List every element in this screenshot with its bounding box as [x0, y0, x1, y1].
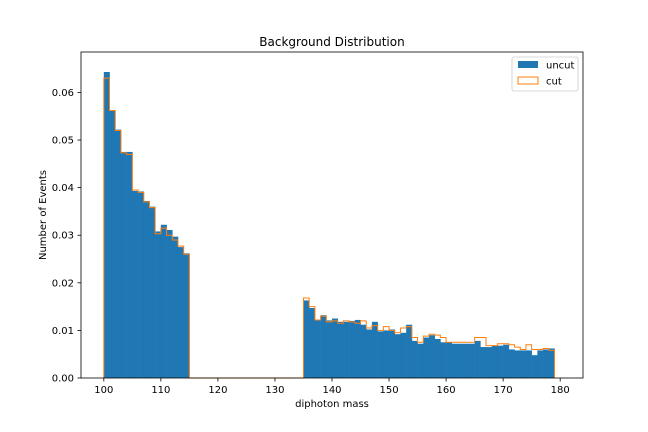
uncut-bar	[115, 129, 122, 378]
uncut-bar	[451, 343, 458, 378]
y-tick-label: 0.04	[52, 183, 74, 194]
x-axis: 100 110 120 130 140 150 160 170 180	[94, 378, 570, 396]
x-tick-label: 150	[379, 385, 398, 396]
uncut-bar	[149, 206, 156, 378]
uncut-bar	[514, 350, 521, 378]
uncut-bar	[160, 224, 167, 378]
uncut-bar	[183, 253, 190, 378]
uncut-bar	[155, 231, 162, 378]
uncut-bar	[468, 343, 475, 378]
uncut-bar	[303, 300, 310, 378]
cut-step-line	[103, 77, 555, 379]
x-axis-label: diphoton mass	[295, 399, 369, 410]
uncut-bar	[314, 319, 321, 378]
uncut-bar	[417, 343, 424, 378]
legend-swatch-cut	[517, 76, 539, 85]
uncut-bar	[109, 110, 116, 378]
uncut-bar	[337, 321, 344, 378]
uncut-bar	[349, 320, 356, 378]
uncut-bar	[525, 350, 532, 378]
chart-title: Background Distribution	[259, 35, 404, 49]
uncut-bar	[132, 190, 139, 378]
uncut-bar	[320, 315, 327, 378]
uncut-bar	[126, 151, 133, 378]
uncut-bar	[389, 329, 396, 378]
uncut-bar	[457, 343, 464, 378]
x-tick-label: 100	[94, 385, 113, 396]
uncut-bar	[428, 335, 435, 378]
uncut-bar	[537, 350, 544, 378]
cut-series	[103, 77, 555, 379]
y-tick-label: 0.03	[52, 231, 74, 242]
uncut-bar	[440, 342, 447, 378]
y-axis: 0.00 0.01 0.02 0.03 0.04 0.05 0.06	[52, 88, 81, 385]
uncut-bar	[377, 331, 384, 378]
uncut-bar	[474, 340, 481, 378]
legend-label-cut: cut	[546, 77, 562, 88]
y-tick-label: 0.01	[52, 326, 74, 337]
x-tick-label: 170	[494, 385, 513, 396]
uncut-bar	[343, 321, 350, 378]
uncut-bar	[548, 348, 555, 378]
x-tick-label: 130	[265, 385, 284, 396]
uncut-bar	[177, 247, 184, 378]
uncut-bar	[497, 345, 504, 378]
uncut-bar	[332, 318, 338, 378]
uncut-bar	[406, 324, 413, 378]
uncut-bar	[326, 320, 333, 378]
x-tick-label: 180	[551, 385, 570, 396]
legend: uncut cut	[511, 56, 579, 92]
uncut-bar	[423, 337, 430, 378]
uncut-bar	[166, 229, 173, 378]
uncut-bar	[503, 344, 510, 378]
uncut-bar	[434, 338, 441, 378]
uncut-bar	[508, 349, 515, 378]
legend-swatch-uncut	[518, 61, 538, 68]
uncut-bar	[120, 151, 127, 378]
uncut-bar	[411, 340, 418, 378]
uncut-bar	[138, 191, 145, 378]
y-tick-label: 0.06	[52, 88, 74, 99]
uncut-bar	[463, 343, 470, 378]
legend-label-uncut: uncut	[546, 61, 575, 72]
uncut-bar	[383, 330, 390, 378]
uncut-bar	[354, 319, 361, 378]
uncut-bar	[486, 347, 493, 378]
x-tick-label: 140	[322, 385, 341, 396]
uncut-bar	[400, 332, 407, 378]
uncut-bar	[520, 350, 527, 378]
uncut-bar	[394, 334, 401, 378]
x-tick-label: 110	[151, 385, 170, 396]
x-tick-label: 160	[437, 385, 456, 396]
y-tick-label: 0.02	[52, 278, 74, 289]
y-tick-label: 0.00	[52, 374, 74, 385]
uncut-bar	[143, 200, 150, 378]
uncut-bar	[366, 329, 373, 378]
y-tick-label: 0.05	[52, 136, 74, 147]
uncut-bar	[172, 236, 179, 378]
uncut-bar	[543, 349, 550, 378]
uncut-series	[103, 71, 555, 379]
uncut-bar	[531, 355, 538, 378]
uncut-bar	[309, 308, 316, 378]
y-axis-label: Number of Events	[38, 170, 49, 260]
uncut-bar	[360, 324, 367, 378]
uncut-bar	[103, 71, 110, 379]
uncut-bar	[446, 342, 453, 378]
uncut-bar	[480, 347, 487, 378]
uncut-bar	[491, 345, 498, 378]
x-tick-label: 120	[208, 385, 227, 396]
uncut-bar	[371, 321, 378, 378]
